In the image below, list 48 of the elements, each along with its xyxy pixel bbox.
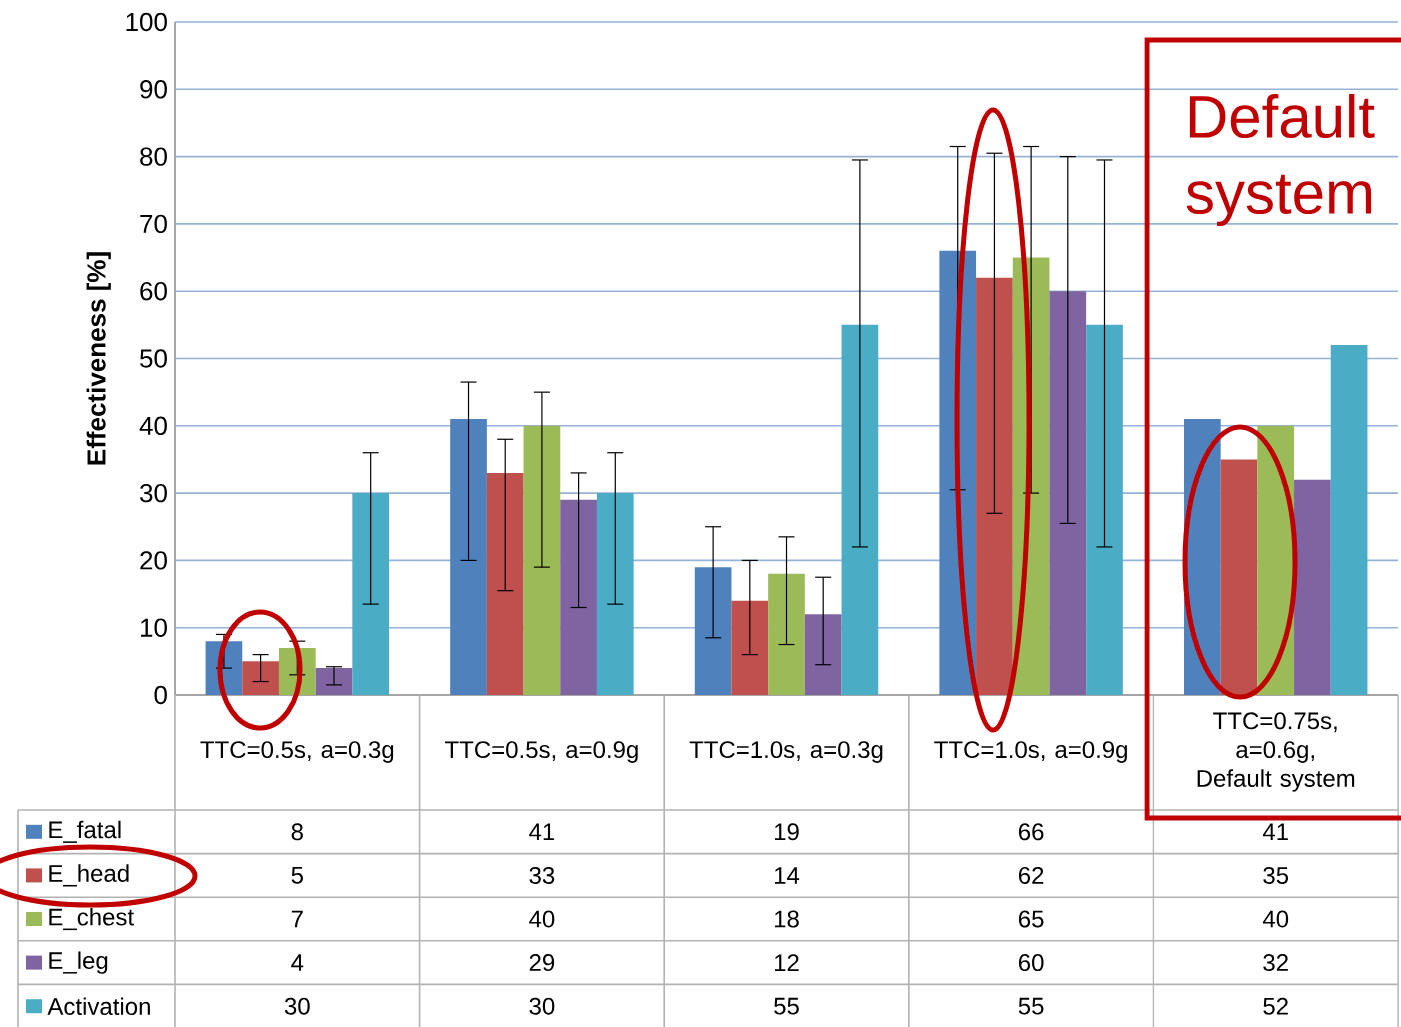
data-label: 52 bbox=[1263, 997, 1288, 1015]
data-label: 65 bbox=[1018, 910, 1044, 928]
y-tick-label: 70 bbox=[140, 214, 167, 234]
x-tick-label: TTC=0.75s, a=0.6g, Default system bbox=[1197, 712, 1355, 792]
y-axis-title: Effectiveness [%] bbox=[86, 252, 111, 465]
y-tick-label: 90 bbox=[140, 80, 167, 99]
y-tick-label: 0 bbox=[154, 685, 167, 705]
y-tick-label: 30 bbox=[140, 483, 167, 503]
data-label: 55 bbox=[774, 997, 799, 1015]
data-label: 8 bbox=[291, 823, 303, 841]
data-label: 12 bbox=[774, 954, 799, 971]
data-label: 60 bbox=[1018, 954, 1044, 972]
data-label: 18 bbox=[774, 910, 799, 928]
data-label: 41 bbox=[1262, 823, 1288, 841]
data-label: 66 bbox=[1018, 823, 1044, 841]
legend-label: Activation bbox=[47, 997, 150, 1016]
y-tick-label: 50 bbox=[140, 349, 167, 368]
x-tick-label: TTC=0.5s, a=0.9g bbox=[445, 741, 638, 763]
legend-label: E_leg bbox=[49, 951, 108, 974]
data-label: 5 bbox=[291, 867, 303, 884]
y-tick-label: 80 bbox=[140, 147, 167, 166]
annotation: Default system bbox=[1186, 94, 1375, 226]
data-label: 33 bbox=[529, 866, 555, 884]
legend-label: E_fatal bbox=[49, 820, 121, 843]
y-tick-label: 10 bbox=[140, 618, 167, 637]
data-label: 35 bbox=[1263, 866, 1289, 884]
data-label: 41 bbox=[529, 823, 555, 841]
x-tick-label: TTC=0.5s, a=0.3g bbox=[200, 741, 394, 763]
data-label: 30 bbox=[284, 997, 310, 1015]
data-label: 29 bbox=[529, 954, 555, 972]
data-label: 7 bbox=[291, 910, 303, 928]
data-label: 55 bbox=[1018, 997, 1044, 1015]
legend-label: E_head bbox=[49, 864, 129, 887]
y-tick-label: 20 bbox=[140, 551, 167, 570]
x-tick-label: TTC=1.0s, a=0.3g bbox=[689, 741, 883, 763]
data-label: 30 bbox=[529, 997, 555, 1015]
data-label: 40 bbox=[529, 910, 555, 928]
legend-label: E_chest bbox=[49, 907, 134, 931]
y-tick-label: 40 bbox=[139, 416, 167, 436]
data-label: 19 bbox=[774, 823, 799, 841]
data-label: 32 bbox=[1263, 954, 1288, 972]
y-tick-label: 60 bbox=[140, 281, 167, 301]
x-tick-label: TTC=1.0s, a=0.9g bbox=[934, 741, 1127, 763]
y-tick-label: 100 bbox=[126, 12, 167, 32]
data-label: 62 bbox=[1018, 866, 1044, 884]
data-label: 4 bbox=[291, 954, 304, 971]
data-label: 14 bbox=[774, 867, 800, 884]
data-label: 40 bbox=[1262, 910, 1289, 928]
